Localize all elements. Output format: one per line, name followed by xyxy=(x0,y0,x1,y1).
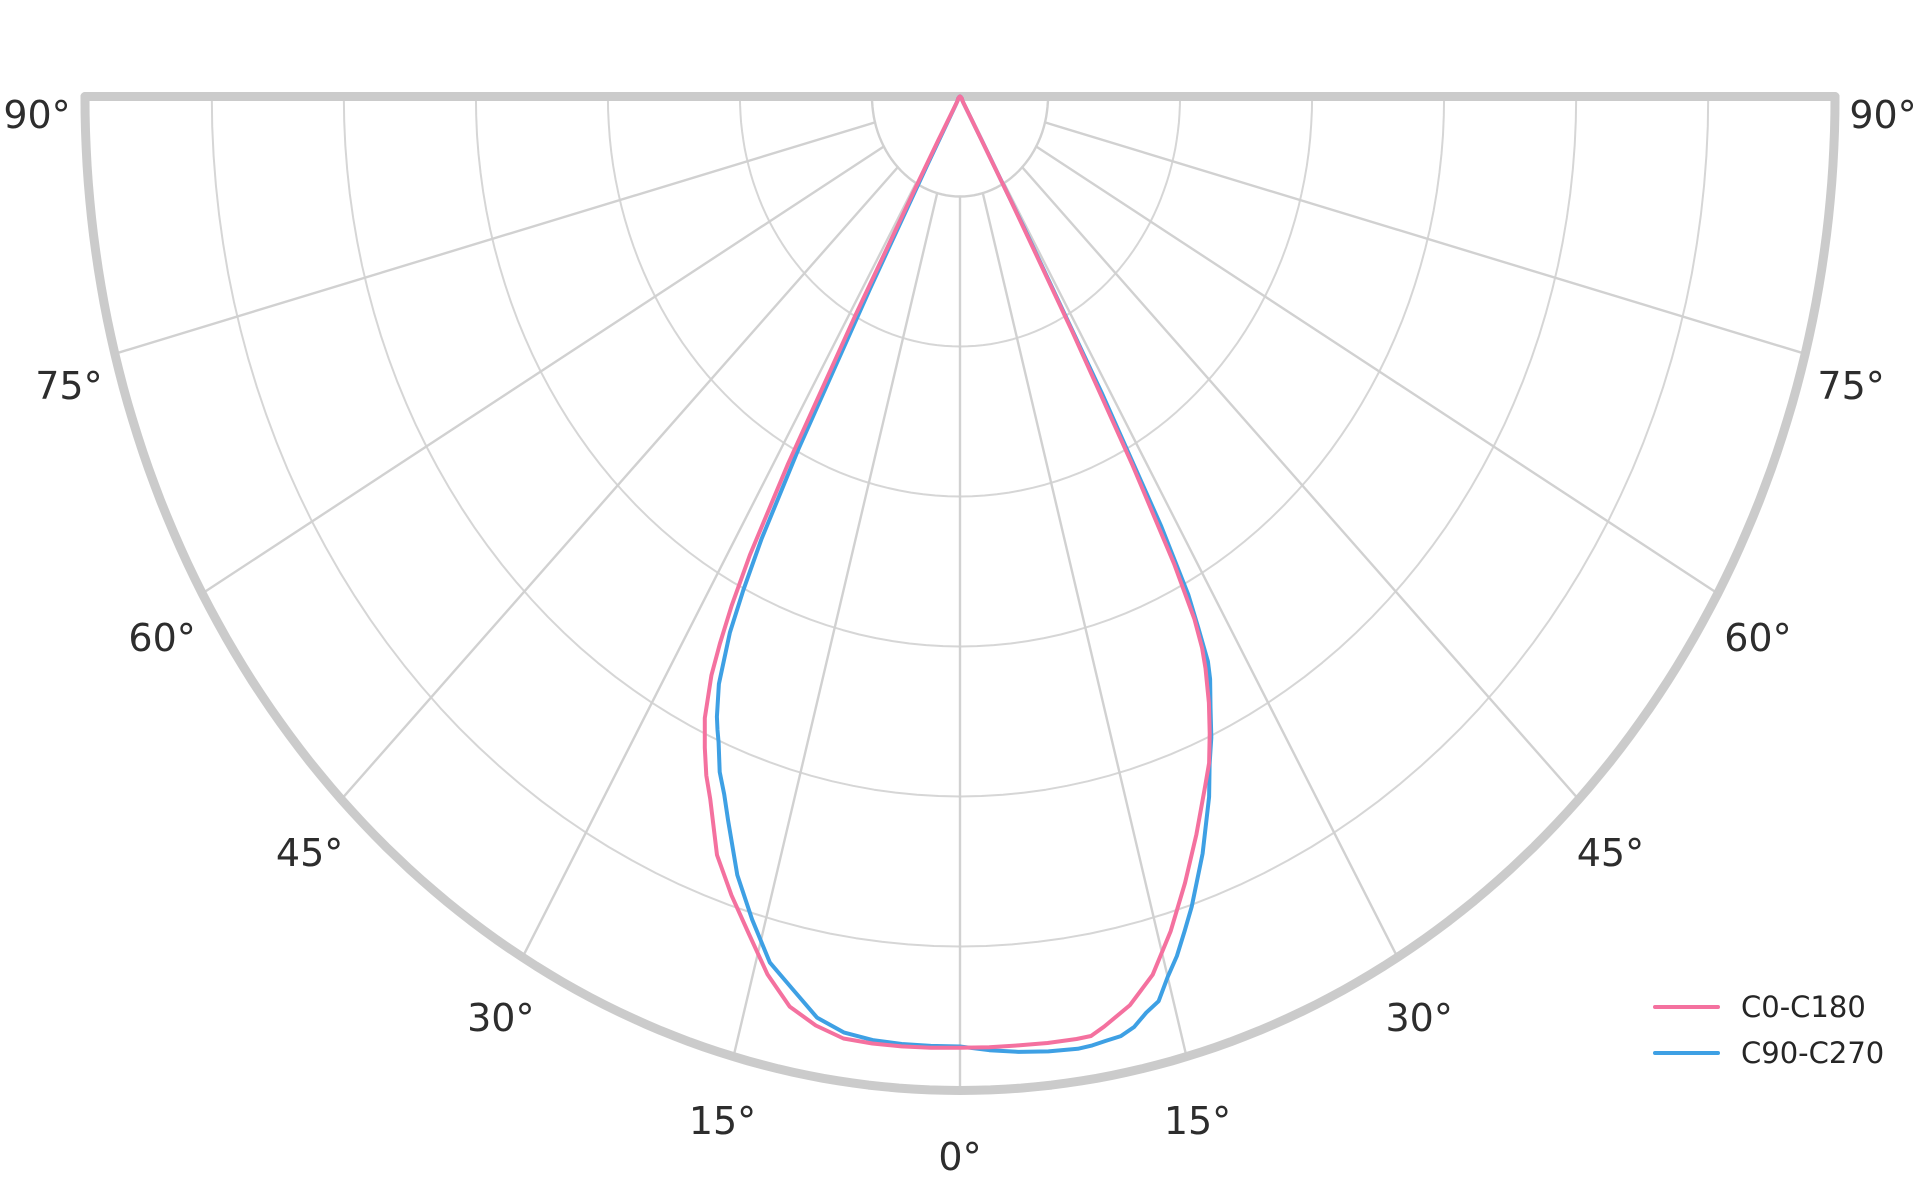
polar-spoke xyxy=(113,121,877,355)
polar-spoke xyxy=(1002,181,1399,959)
curve-c0-c180 xyxy=(702,94,1212,1050)
legend-line-swatch-c0-c180 xyxy=(1653,1005,1720,1009)
legend-item-c90-c270: C90-C270 xyxy=(1653,1030,1884,1076)
polar-spoke xyxy=(1035,145,1719,595)
polar-spoke xyxy=(732,191,939,1058)
polar-spoke xyxy=(1021,166,1580,801)
legend-item-c0-c180: C0-C180 xyxy=(1653,984,1884,1030)
legend: C0-C180 C90-C270 xyxy=(1653,984,1884,1076)
polar-spoke xyxy=(340,166,899,801)
legend-label-c90-c270: C90-C270 xyxy=(1741,1035,1885,1070)
legend-line-swatch-c90-c270 xyxy=(1653,1051,1720,1055)
polar-spoke xyxy=(201,145,885,595)
polar-spoke xyxy=(521,181,918,959)
curve-c90-c270 xyxy=(714,94,1214,1054)
polar-spoke xyxy=(981,191,1188,1058)
inner-origin-arc xyxy=(870,95,1050,198)
outer-boundary-arc xyxy=(80,92,1840,1095)
legend-label-c0-c180: C0-C180 xyxy=(1741,989,1866,1024)
polar-spoke xyxy=(1043,121,1807,355)
